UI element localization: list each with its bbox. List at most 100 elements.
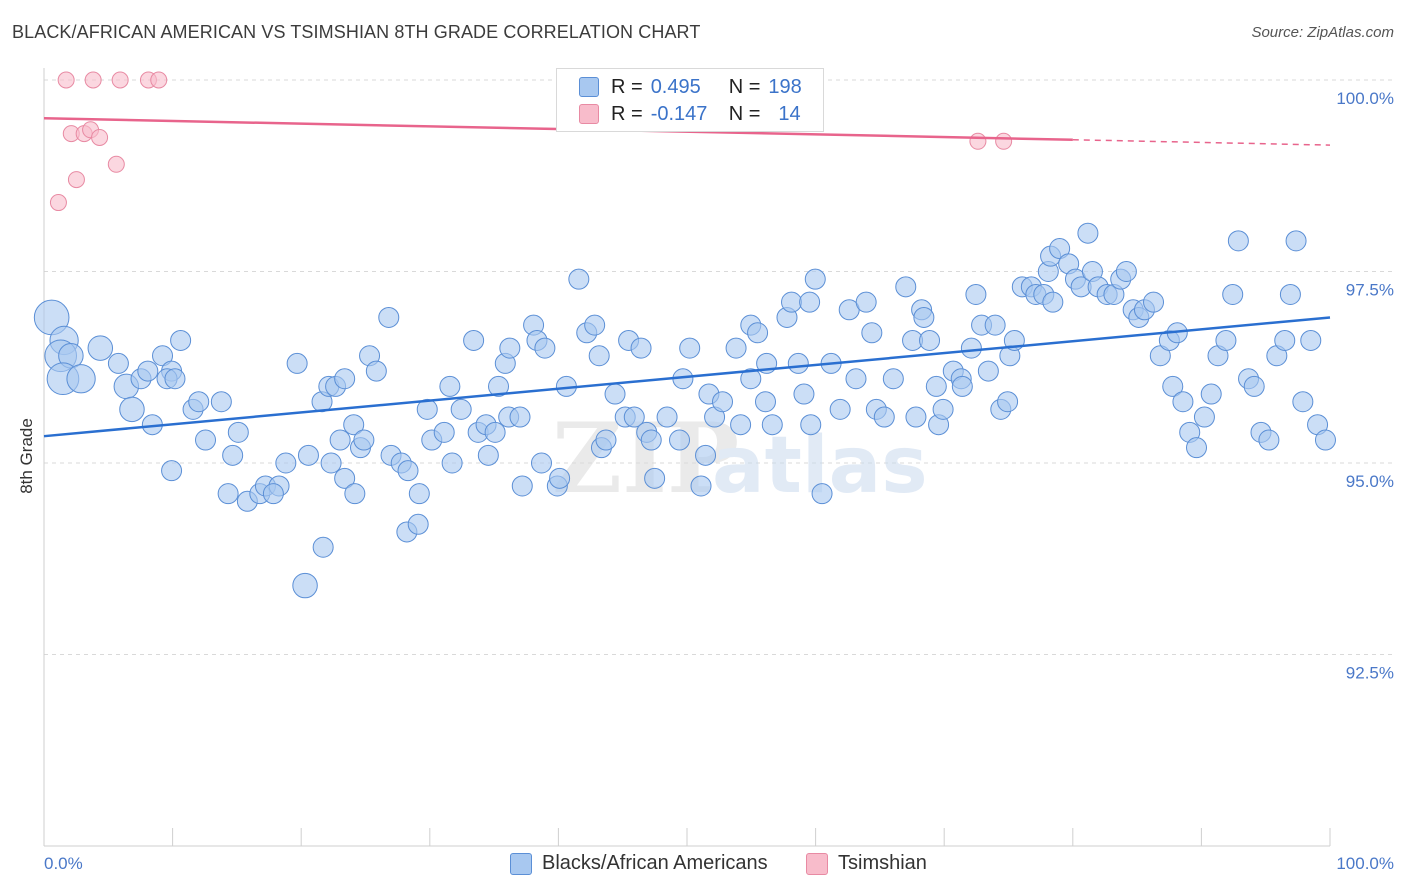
point-blacks <box>695 444 717 466</box>
point-blacks <box>1258 429 1280 451</box>
series-swatch-pink <box>806 852 828 875</box>
point-blacks <box>679 337 701 359</box>
point-tsimshian <box>84 71 102 89</box>
point-blacks <box>320 452 342 474</box>
series-legend-item-tsimshian[interactable]: Tsimshian <box>806 852 927 875</box>
point-blacks <box>450 398 472 420</box>
legend-r-label: R = <box>611 75 643 98</box>
point-blacks <box>595 429 617 451</box>
point-blacks <box>1243 375 1265 397</box>
point-blacks <box>882 368 904 390</box>
point-blacks <box>107 352 129 374</box>
point-blacks <box>1143 291 1165 313</box>
point-blacks <box>1215 329 1237 351</box>
point-blacks <box>669 429 691 451</box>
point-blacks <box>353 429 375 451</box>
point-blacks <box>397 460 419 482</box>
point-blacks <box>477 444 499 466</box>
point-blacks <box>312 536 334 558</box>
point-blacks <box>378 306 400 328</box>
point-blacks <box>511 475 533 497</box>
point-blacks <box>623 406 645 428</box>
stats-legend: R = 0.495 N = 198 R = -0.147 N = 14 <box>556 68 824 132</box>
point-blacks <box>1279 283 1301 305</box>
point-blacks <box>932 398 954 420</box>
point-blacks <box>800 414 822 436</box>
legend-r-value: 0.495 <box>650 75 701 98</box>
trend-line-tsimshian-extension <box>1072 138 1331 146</box>
point-blacks <box>463 329 485 351</box>
legend-swatch-pink <box>579 104 599 124</box>
point-tsimshian <box>150 71 168 89</box>
point-blacks <box>1162 375 1184 397</box>
point-blacks <box>488 375 510 397</box>
point-blacks <box>905 406 927 428</box>
point-blacks <box>222 444 244 466</box>
x-tick-labels: 0.0% 100.0% <box>44 854 1394 873</box>
series-legend-label: Tsimshian <box>838 852 927 874</box>
series-blacks-points <box>33 222 1336 599</box>
point-blacks <box>227 421 249 443</box>
point-blacks <box>499 337 521 359</box>
y-tick-labels: 92.5% 95.0% 97.5% 100.0% <box>1336 89 1394 683</box>
y-tick-label: 95.0% <box>1346 472 1394 491</box>
trend-line-blacks <box>43 316 1331 438</box>
point-blacks <box>925 375 947 397</box>
point-blacks <box>1200 383 1222 405</box>
point-blacks <box>275 452 297 474</box>
point-blacks <box>977 360 999 382</box>
point-blacks <box>217 483 239 505</box>
point-blacks <box>161 460 183 482</box>
point-blacks <box>484 421 506 443</box>
point-blacks <box>439 375 461 397</box>
point-blacks <box>804 268 826 290</box>
point-blacks <box>656 406 678 428</box>
point-blacks <box>137 360 159 382</box>
point-blacks <box>754 391 776 413</box>
chart-title: BLACK/AFRICAN AMERICAN VS TSIMSHIAN 8TH … <box>12 22 701 42</box>
point-blacks <box>873 406 895 428</box>
point-blacks <box>329 429 351 451</box>
point-blacks <box>549 467 571 489</box>
point-blacks <box>1193 406 1215 428</box>
point-blacks <box>119 396 145 423</box>
point-blacks <box>534 337 556 359</box>
series-swatch-blue <box>510 852 532 875</box>
point-blacks <box>568 268 590 290</box>
point-blacks <box>787 352 809 374</box>
point-blacks <box>262 483 284 505</box>
legend-n-label: N = <box>728 75 761 98</box>
point-blacks <box>919 329 941 351</box>
legend-swatch-blue <box>579 77 599 97</box>
source-credit: Source: ZipAtlas.com <box>1251 24 1394 41</box>
point-blacks <box>740 368 762 390</box>
point-blacks <box>1042 291 1064 313</box>
point-blacks <box>188 391 210 413</box>
point-blacks <box>588 345 610 367</box>
point-blacks <box>1222 283 1244 305</box>
point-blacks <box>286 352 308 374</box>
point-blacks <box>66 364 96 394</box>
series-legend-item-blacks[interactable]: Blacks/African Americans <box>510 852 768 875</box>
point-blacks <box>407 513 429 535</box>
point-blacks <box>630 337 652 359</box>
point-tsimshian <box>111 71 129 89</box>
point-tsimshian <box>91 128 109 146</box>
point-blacks <box>1292 391 1314 413</box>
trend-lines <box>43 117 1331 438</box>
point-blacks <box>913 306 935 328</box>
point-blacks <box>960 337 982 359</box>
point-blacks <box>799 291 821 313</box>
x-tick-label-min: 0.0% <box>44 854 83 873</box>
point-blacks <box>292 572 318 599</box>
legend-row-tsimshian: R = -0.147 N = 14 <box>579 101 801 127</box>
point-blacks <box>640 429 662 451</box>
legend-n-value: 14 <box>778 102 801 125</box>
point-tsimshian <box>995 132 1013 150</box>
point-blacks <box>1186 437 1208 459</box>
point-blacks <box>344 483 366 505</box>
point-blacks <box>861 322 883 344</box>
point-blacks <box>164 368 186 390</box>
x-tick-label-max: 100.0% <box>1336 854 1394 873</box>
